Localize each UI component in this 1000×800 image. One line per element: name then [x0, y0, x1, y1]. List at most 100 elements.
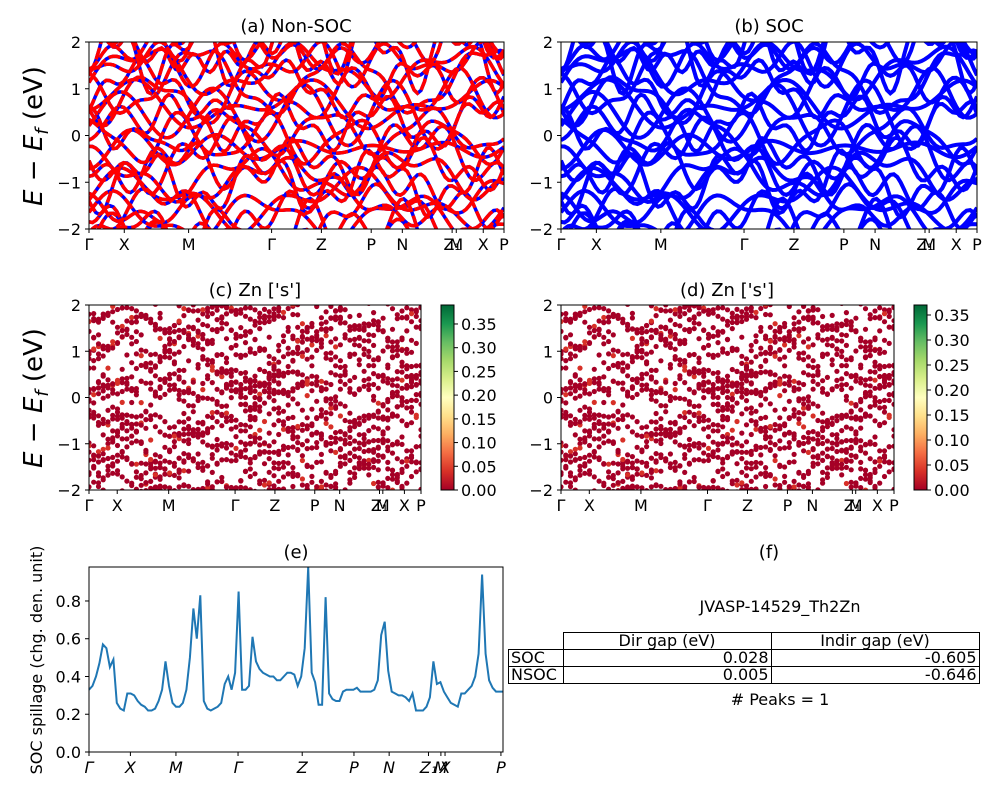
- projection-point: [596, 331, 602, 338]
- projection-point: [849, 275, 854, 280]
- projection-point: [171, 463, 177, 469]
- projection-point: [200, 273, 205, 278]
- projection-point: [891, 427, 894, 433]
- projection-point: [830, 519, 835, 524]
- projection-point: [119, 376, 125, 382]
- projection-point: [611, 279, 616, 284]
- projection-point: [739, 314, 745, 320]
- projection-point: [634, 466, 640, 472]
- projection-point: [753, 408, 759, 414]
- nsoc-band-line: [107, 42, 504, 75]
- projection-point: [748, 359, 754, 365]
- colorbar-tick-label: 0.15: [934, 406, 970, 425]
- projection-point: [209, 410, 215, 416]
- projection-point: [129, 499, 134, 504]
- colorbar-tick-label: 0.35: [461, 315, 497, 334]
- projection-point: [418, 362, 421, 368]
- projection-point: [399, 282, 404, 287]
- projection-point: [629, 315, 636, 321]
- projection-point: [791, 436, 797, 442]
- projection-point: [625, 269, 630, 274]
- projection-point: [337, 373, 343, 379]
- projection-point: [209, 452, 215, 458]
- projection-point: [577, 347, 583, 353]
- projection-point: [143, 488, 149, 490]
- projection-point: [304, 426, 310, 432]
- projection-point: [748, 348, 754, 354]
- projection-point: [710, 450, 716, 456]
- projection-point: [162, 343, 168, 349]
- projection-point: [100, 372, 106, 378]
- projection-point: [724, 454, 731, 461]
- projection-point: [848, 458, 854, 464]
- projection-point: [223, 484, 230, 490]
- projection-point: [767, 434, 773, 440]
- projection-point: [834, 338, 840, 344]
- projection-point: [361, 346, 367, 352]
- projection-point: [309, 324, 315, 330]
- projection-point: [705, 331, 712, 337]
- projection-point: [371, 310, 377, 316]
- projection-point: [347, 419, 353, 425]
- projection-point: [214, 317, 220, 323]
- projection-point: [110, 536, 115, 541]
- projection-point: [196, 299, 201, 304]
- projection-point: [834, 533, 839, 538]
- projection-point: [366, 282, 371, 287]
- projection-point: [357, 519, 362, 524]
- projection-point: [810, 429, 816, 435]
- projection-point: [271, 398, 277, 404]
- projection-point: [563, 386, 569, 392]
- x-tick-label: Z₁: [844, 496, 861, 515]
- projection-point: [753, 464, 759, 470]
- projection-point: [167, 337, 173, 343]
- projection-point: [862, 306, 869, 312]
- projection-point: [209, 367, 215, 373]
- projection-point: [672, 459, 678, 465]
- projection-point: [408, 459, 415, 465]
- projection-point: [404, 373, 410, 380]
- projection-point: [561, 365, 564, 371]
- projection-point: [228, 308, 234, 314]
- projection-point: [295, 305, 301, 308]
- projection-point: [242, 428, 249, 434]
- projection-point: [682, 337, 688, 343]
- soc-band-line: [561, 110, 977, 171]
- projection-point: [186, 416, 192, 422]
- projection-point: [101, 495, 106, 500]
- projection-point: [720, 328, 726, 334]
- projection-point: [95, 351, 102, 357]
- projection-point: [219, 503, 224, 508]
- projection-point: [653, 306, 659, 312]
- projection-point: [596, 436, 602, 442]
- projection-point: [820, 419, 826, 425]
- projection-point: [314, 329, 320, 335]
- projection-point: [705, 445, 712, 451]
- spillage-line: [88, 566, 503, 713]
- projection-point: [820, 389, 826, 395]
- projection-point: [625, 305, 631, 307]
- projection-point: [399, 369, 405, 375]
- projection-point: [318, 321, 324, 327]
- projection-point: [413, 363, 419, 369]
- projection-point: [720, 346, 726, 352]
- projection-point: [829, 455, 835, 461]
- projection-point: [157, 359, 163, 365]
- projection-point: [299, 457, 305, 464]
- projection-point: [195, 461, 201, 467]
- projection-point: [233, 457, 239, 463]
- projection-point: [658, 416, 664, 422]
- projection-point: [786, 374, 792, 380]
- projection-point: [691, 326, 697, 332]
- projection-point: [243, 496, 248, 501]
- projection-point: [280, 309, 287, 315]
- projection-point: [152, 472, 158, 478]
- projection-point: [138, 460, 144, 466]
- projection-point: [691, 403, 697, 409]
- projection-point: [616, 296, 621, 301]
- projection-point: [380, 402, 386, 408]
- projection-point: [644, 361, 650, 367]
- projection-point: [629, 385, 636, 391]
- y-tick-label: −1: [57, 435, 81, 454]
- projection-point: [634, 444, 640, 450]
